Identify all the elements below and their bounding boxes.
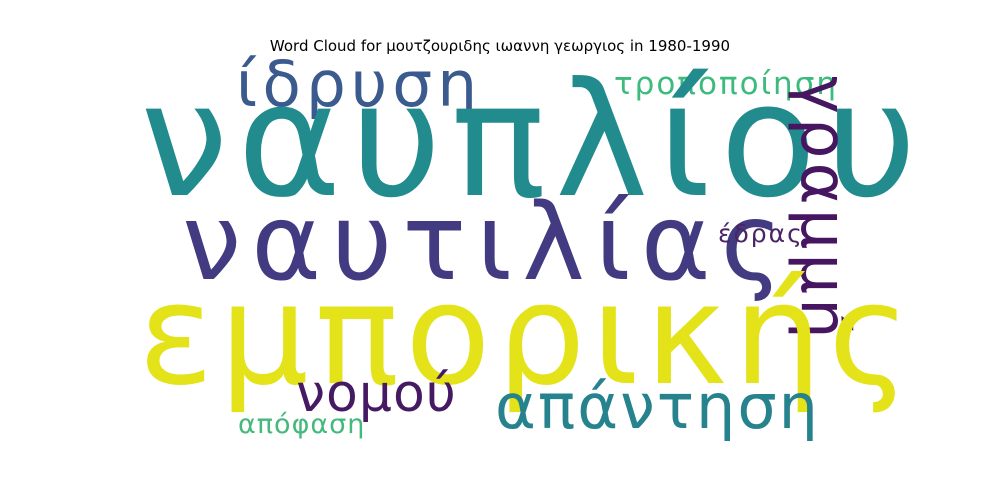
word-nafpliou: ναυπλίου xyxy=(140,49,927,233)
word-edras: έδρας xyxy=(718,219,804,248)
word-emporikis: εμπορικής xyxy=(138,254,917,417)
word-tropopoiisi: τροποποίηση xyxy=(614,66,838,102)
word-apofasi: απόφαση xyxy=(238,409,366,440)
word-nomou: νομού xyxy=(296,364,457,424)
figure-title: Word Cloud for μουτζουριδης ιωαννη γεωργ… xyxy=(269,37,731,55)
word-apantisi: απάντηση xyxy=(495,370,820,443)
word-naftilias: ναυτιλίας xyxy=(182,181,793,304)
word-idrysi: ίδρυση xyxy=(236,48,483,121)
